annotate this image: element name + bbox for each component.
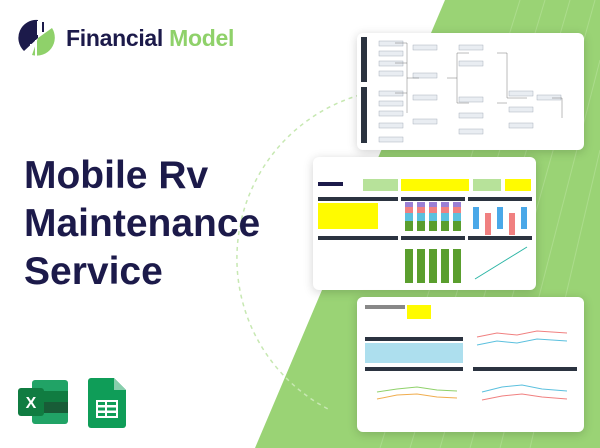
preview-bar — [417, 207, 425, 213]
preview-bar — [417, 213, 425, 221]
brand-name: Financial Model — [66, 24, 235, 51]
preview-bar — [453, 202, 461, 207]
diagram-node — [508, 90, 534, 97]
preview-bar — [405, 221, 413, 231]
preview-bar — [429, 249, 437, 283]
preview-line — [474, 246, 528, 280]
financial-diagram-preview — [357, 33, 584, 150]
diagram-node — [458, 128, 484, 135]
diagram-node — [378, 50, 404, 57]
preview-bar — [441, 221, 449, 231]
google-sheets-icon — [88, 378, 126, 428]
diagram-node — [412, 72, 438, 79]
diagram-node — [508, 106, 534, 113]
preview-bar — [405, 207, 413, 213]
preview-bar — [405, 202, 413, 207]
diagram-node — [412, 94, 438, 101]
diagram-node — [378, 110, 404, 117]
preview-bar — [429, 221, 437, 231]
diagram-node — [378, 136, 404, 143]
diagram-node — [412, 44, 438, 51]
preview-bar — [417, 221, 425, 231]
preview-bar — [441, 249, 449, 283]
preview-bar — [417, 249, 425, 283]
preview-bar — [405, 213, 413, 221]
diagram-node — [378, 90, 404, 97]
diagram-node — [378, 100, 404, 107]
diagram-node — [458, 60, 484, 67]
diagram-node — [458, 112, 484, 119]
diagram-node — [378, 60, 404, 67]
svg-text:X: X — [26, 395, 37, 412]
preview-bar — [453, 213, 461, 221]
preview-bar — [441, 207, 449, 213]
preview-bar — [473, 207, 479, 229]
diagram-node — [378, 122, 404, 129]
diagram-node — [458, 96, 484, 103]
preview-bar — [441, 202, 449, 207]
diagram-node — [412, 118, 438, 125]
preview-bar — [429, 207, 437, 213]
diagram-node — [508, 122, 534, 129]
diagram-node — [378, 40, 404, 47]
dashboard-preview — [313, 157, 536, 290]
preview-bar — [521, 207, 527, 229]
page-title: Mobile Rv Maintenance Service — [24, 154, 261, 293]
diagram-node — [378, 70, 404, 77]
preview-bar — [405, 249, 413, 283]
preview-bar — [453, 249, 461, 283]
brand-logo: Financial Model — [18, 18, 234, 58]
charts-preview — [357, 297, 584, 432]
preview-bar — [453, 207, 461, 213]
diagram-node — [458, 44, 484, 51]
preview-bar — [497, 207, 503, 229]
preview-bar — [417, 202, 425, 207]
preview-bar — [429, 202, 437, 207]
preview-bar — [429, 213, 437, 221]
preview-bar — [509, 213, 515, 235]
logo-icon — [18, 19, 55, 56]
diagram-node — [536, 94, 562, 101]
preview-bar — [453, 221, 461, 231]
excel-icon: X — [18, 380, 68, 424]
preview-bar — [485, 213, 491, 235]
preview-bar — [441, 213, 449, 221]
